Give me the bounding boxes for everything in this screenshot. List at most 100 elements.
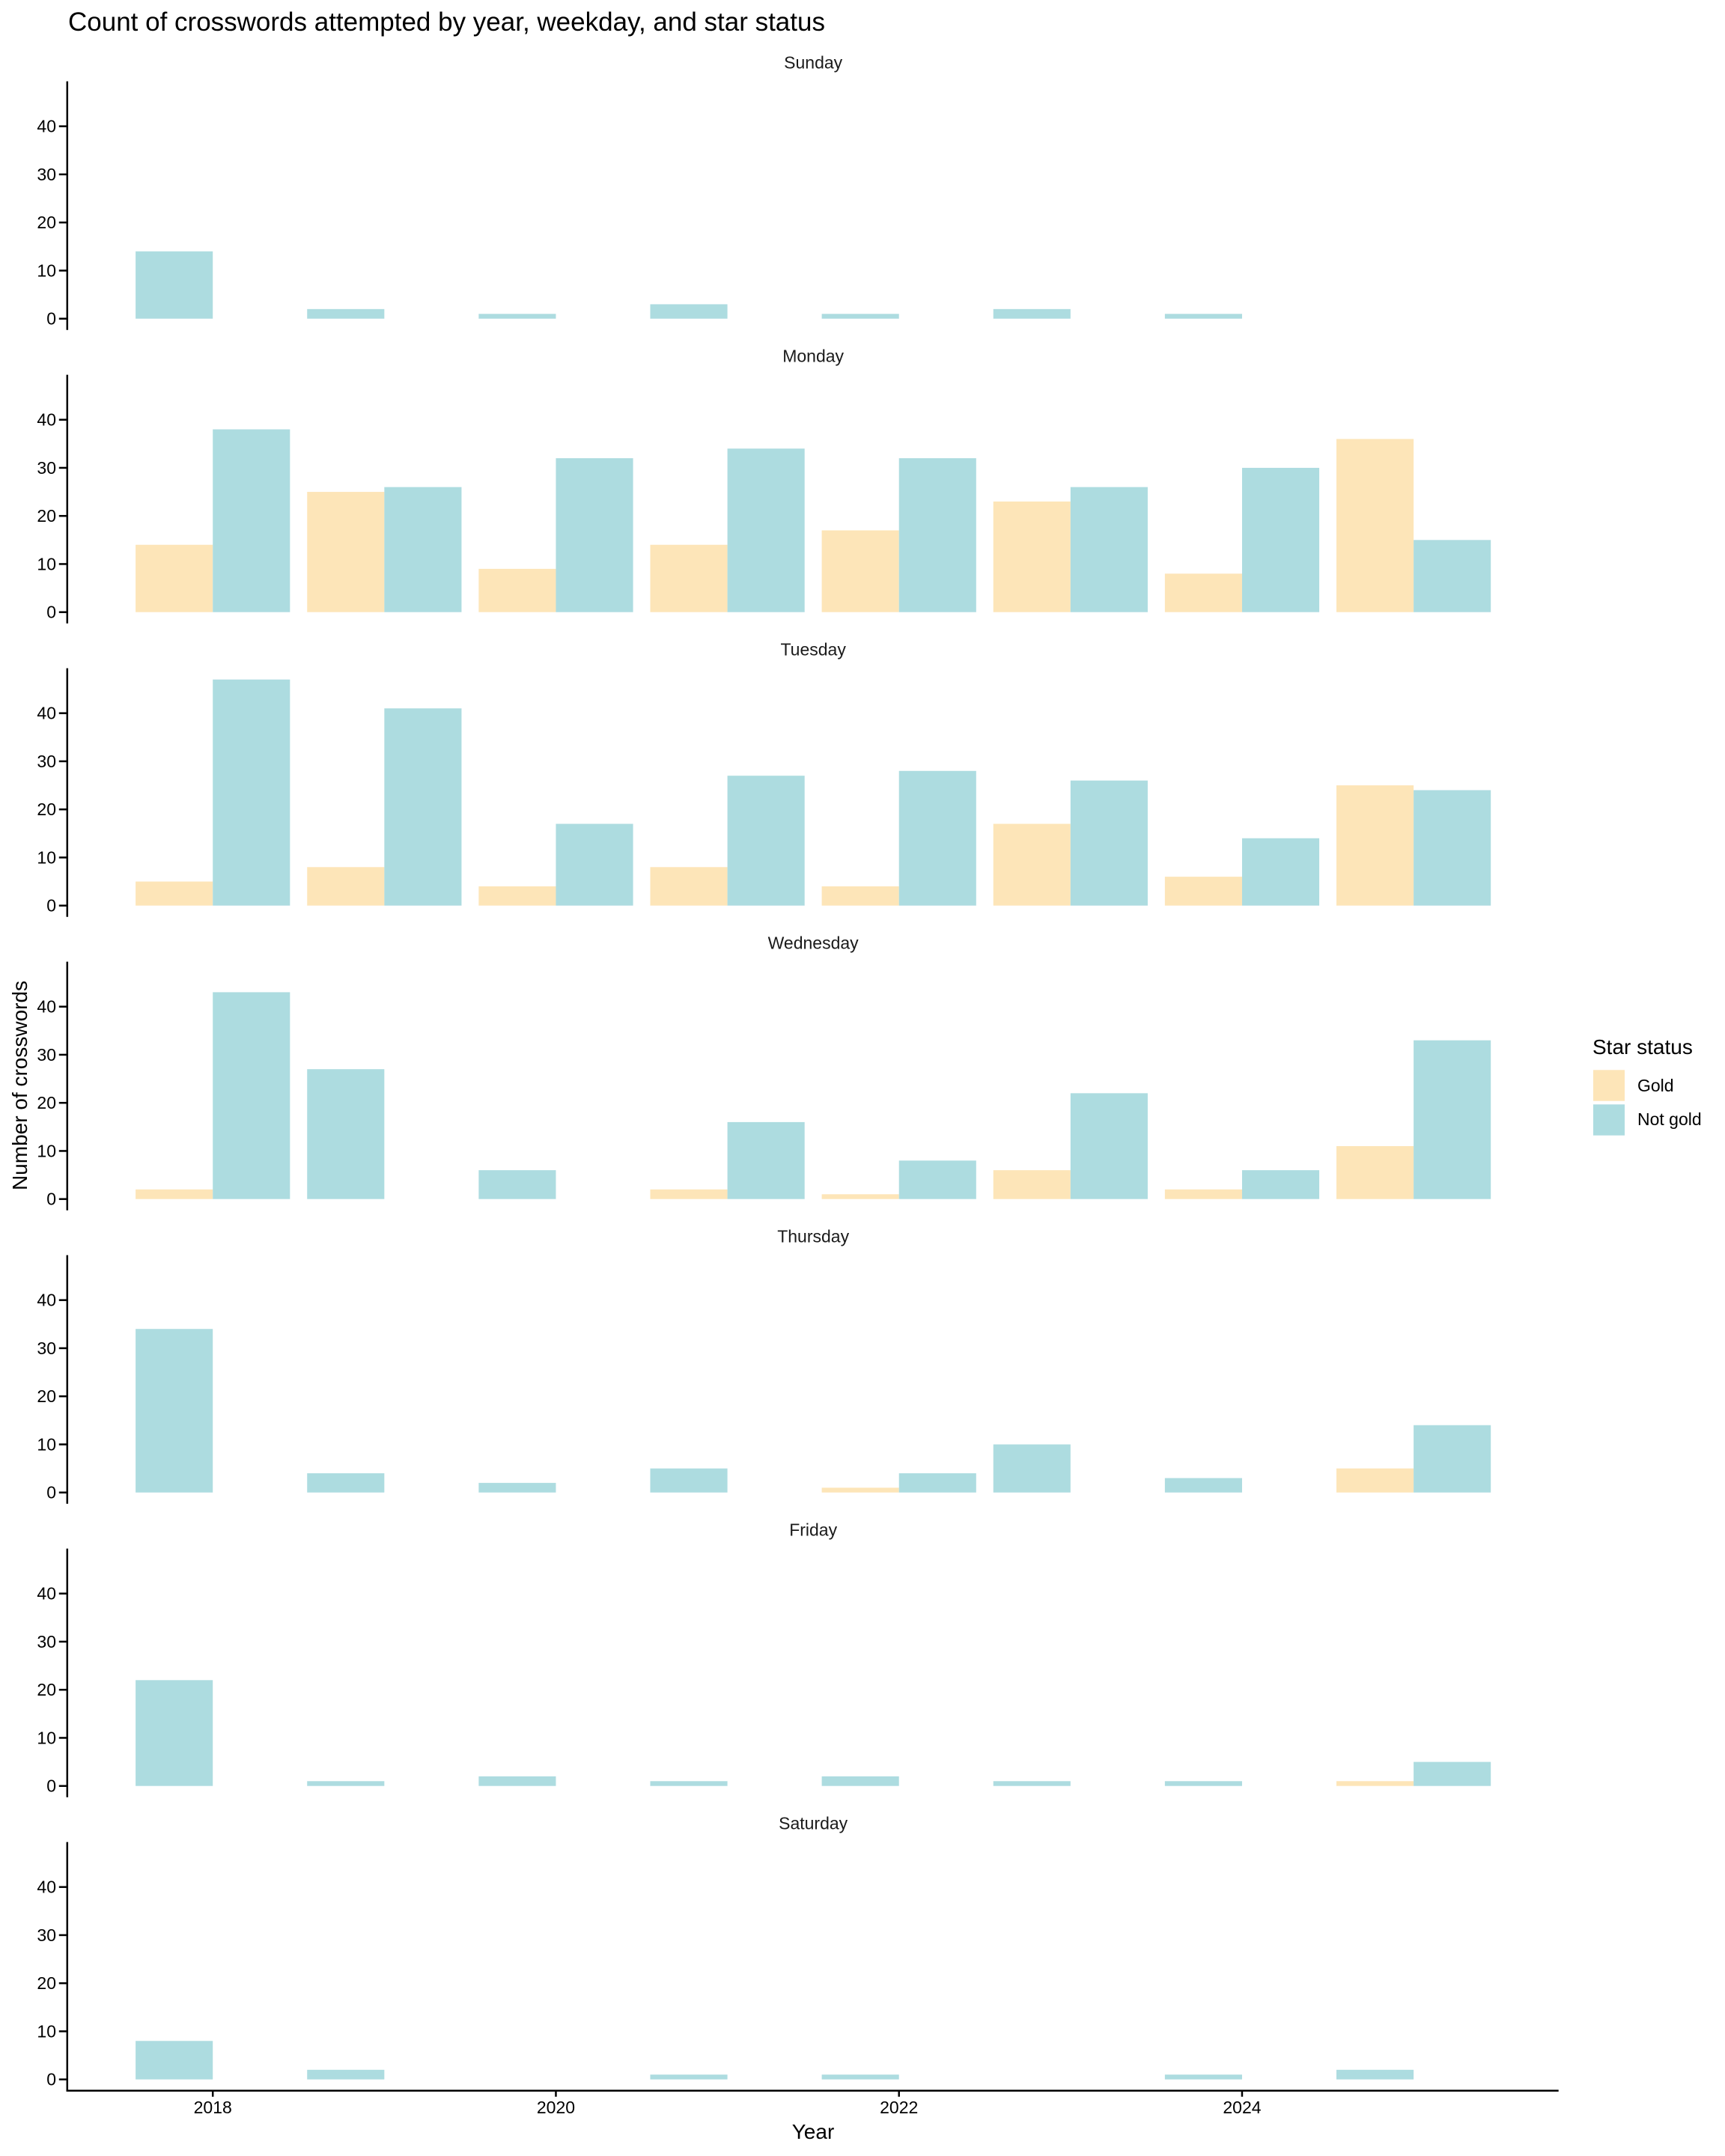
bar-thursday-2022-not-gold [898, 1473, 976, 1493]
bar-wednesday-2020-not-gold [478, 1170, 556, 1199]
y-tick-label: 0 [46, 1483, 56, 1502]
y-tick-label: 0 [46, 1776, 56, 1796]
bar-monday-2018-not-gold [213, 429, 290, 612]
bar-friday-2025-not-gold [1414, 1761, 1491, 1786]
y-tick-label: 40 [37, 1878, 56, 1897]
bar-thursday-2023-not-gold [993, 1444, 1071, 1493]
bar-wednesday-2024-gold [1164, 1189, 1242, 1199]
bar-monday-2019-gold [307, 492, 385, 612]
bar-thursday-2018-not-gold [136, 1329, 213, 1493]
bar-tuesday-2023-gold [993, 823, 1071, 906]
bar-monday-2025-gold [1336, 439, 1414, 612]
y-tick-label: 10 [37, 261, 56, 280]
y-tick-label: 30 [37, 1925, 56, 1945]
strip-label-thursday: Thursday [777, 1227, 849, 1246]
bar-saturday-2021-not-gold [650, 2074, 728, 2080]
bar-sunday-2021-not-gold [650, 304, 728, 319]
bar-sunday-2019-not-gold [307, 308, 385, 319]
bar-sunday-2022-not-gold [821, 314, 899, 319]
legend: Star status Gold Not gold [1592, 1035, 1702, 1136]
panel-friday: Friday 0 10 20 30 40 [37, 1520, 1491, 1797]
bar-tuesday-2020-gold [478, 886, 556, 906]
bar-tuesday-2021-not-gold [727, 776, 805, 906]
y-tick-label: 30 [37, 1339, 56, 1358]
facet-panels: Sunday 0 10 20 30 40 Monday 0 10 20 30 40 Tuesday 0 10… [37, 53, 1491, 2091]
bar-tuesday-2023-not-gold [1070, 780, 1148, 906]
bar-saturday-2025-not-gold [1336, 2069, 1414, 2080]
bar-wednesday-2023-not-gold [1070, 1093, 1148, 1199]
bar-monday-2023-not-gold [1070, 487, 1148, 612]
y-tick-label: 10 [37, 847, 56, 867]
strip-label-saturday: Saturday [779, 1814, 848, 1833]
bar-monday-2021-not-gold [727, 448, 805, 612]
bar-wednesday-2024-not-gold [1241, 1170, 1320, 1199]
x-axis: 2018 2020 2022 2024 [66, 2089, 1559, 2117]
panel-monday: Monday 0 10 20 30 40 [37, 347, 1491, 624]
bar-saturday-2024-not-gold [1164, 2074, 1242, 2080]
y-tick-label: 0 [46, 603, 56, 622]
bar-monday-2025-not-gold [1414, 540, 1491, 612]
x-tick-label: 2024 [1223, 2098, 1261, 2117]
bar-friday-2025-gold [1336, 1781, 1414, 1786]
legend-key-gold [1593, 1070, 1625, 1101]
bar-wednesday-2025-not-gold [1414, 1040, 1491, 1199]
bar-monday-2023-gold [993, 501, 1071, 612]
legend-key-not-gold [1593, 1104, 1625, 1136]
panel-wednesday: Wednesday 0 10 20 30 40 [37, 934, 1491, 1211]
bar-saturday-2018-not-gold [136, 2041, 213, 2080]
bar-sunday-2020-not-gold [478, 314, 556, 319]
y-tick-label: 30 [37, 165, 56, 184]
y-tick-label: 40 [37, 997, 56, 1017]
bar-tuesday-2025-not-gold [1414, 790, 1491, 906]
y-tick-label: 20 [37, 213, 56, 232]
bar-wednesday-2022-gold [821, 1194, 899, 1199]
y-tick-label: 10 [37, 1141, 56, 1160]
strip-label-wednesday: Wednesday [768, 934, 860, 953]
bar-friday-2022-not-gold [821, 1776, 899, 1786]
strip-label-tuesday: Tuesday [780, 640, 846, 660]
bar-wednesday-2021-gold [650, 1189, 728, 1199]
y-tick-label: 0 [46, 2070, 56, 2089]
bar-wednesday-2019-not-gold [307, 1069, 385, 1199]
y-tick-label: 20 [37, 506, 56, 526]
strip-label-friday: Friday [789, 1520, 837, 1540]
bar-thursday-2024-not-gold [1164, 1478, 1242, 1493]
y-tick-label: 40 [37, 1291, 56, 1310]
y-tick-label: 20 [37, 1386, 56, 1406]
bar-thursday-2022-gold [821, 1487, 899, 1493]
bar-wednesday-2021-not-gold [727, 1121, 805, 1199]
panel-saturday: Saturday 0 10 20 30 40 [37, 1814, 1414, 2091]
bar-monday-2021-gold [650, 544, 728, 612]
bar-thursday-2019-not-gold [307, 1473, 385, 1493]
bar-monday-2020-gold [478, 568, 556, 612]
bar-tuesday-2024-gold [1164, 877, 1242, 906]
bar-wednesday-2023-gold [993, 1170, 1071, 1199]
x-axis-title: Year [792, 2120, 835, 2143]
bar-saturday-2022-not-gold [821, 2074, 899, 2080]
bar-monday-2018-gold [136, 544, 213, 612]
bar-monday-2020-not-gold [556, 458, 633, 612]
y-tick-label: 10 [37, 2021, 56, 2041]
bar-tuesday-2018-gold [136, 881, 213, 906]
panel-thursday: Thursday 0 10 20 30 40 [37, 1227, 1491, 1504]
bar-wednesday-2025-gold [1336, 1146, 1414, 1199]
bar-monday-2022-not-gold [898, 458, 976, 612]
bar-tuesday-2019-gold [307, 867, 385, 906]
strip-label-monday: Monday [782, 347, 844, 366]
bar-sunday-2024-not-gold [1164, 314, 1242, 319]
legend-title: Star status [1592, 1035, 1693, 1059]
y-tick-label: 30 [37, 458, 56, 478]
y-tick-label: 10 [37, 554, 56, 573]
chart-title: Count of crosswords attempted by year, w… [68, 7, 825, 37]
panel-sunday: Sunday 0 10 20 30 40 [37, 53, 1242, 330]
bar-saturday-2019-not-gold [307, 2069, 385, 2080]
bar-thursday-2021-not-gold [650, 1468, 728, 1493]
bar-friday-2018-not-gold [136, 1680, 213, 1786]
strip-label-sunday: Sunday [784, 53, 843, 73]
y-tick-label: 20 [37, 1680, 56, 1699]
y-tick-label: 40 [37, 410, 56, 430]
y-tick-label: 30 [37, 752, 56, 771]
bar-tuesday-2020-not-gold [556, 823, 633, 906]
y-tick-label: 0 [46, 309, 56, 329]
